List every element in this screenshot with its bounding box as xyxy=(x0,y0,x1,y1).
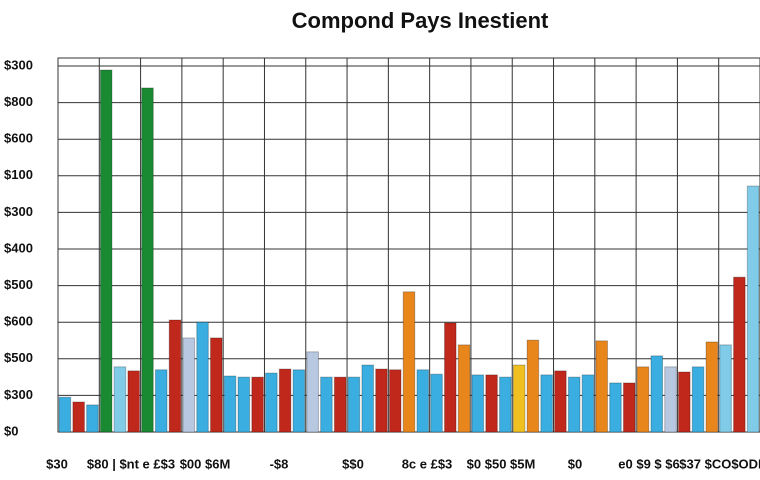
y-tick-label: $400 xyxy=(4,240,33,255)
bar xyxy=(168,319,182,433)
bar xyxy=(182,337,196,433)
y-tick-label: $500 xyxy=(4,350,33,365)
bar xyxy=(650,355,664,433)
bar xyxy=(72,401,85,433)
bar xyxy=(457,344,471,433)
bar xyxy=(416,369,430,433)
bar xyxy=(210,337,223,433)
x-label: $80 | $nt e £$3 xyxy=(87,456,175,471)
bar xyxy=(499,376,512,433)
bar xyxy=(306,351,319,433)
bar xyxy=(719,344,732,433)
bar xyxy=(402,291,416,433)
bar xyxy=(705,341,719,433)
bar xyxy=(444,322,457,433)
bar xyxy=(471,374,485,433)
bar xyxy=(251,376,264,433)
bar xyxy=(664,366,677,433)
bar xyxy=(320,376,333,433)
bar xyxy=(485,374,498,433)
y-tick-label: $500 xyxy=(4,277,33,292)
bar xyxy=(678,371,691,433)
bar xyxy=(127,370,140,433)
x-label: $00 $6M xyxy=(180,456,231,471)
y-tick-label: $300 xyxy=(4,57,33,72)
bar xyxy=(278,368,292,433)
bar xyxy=(154,369,168,433)
bar xyxy=(733,276,746,433)
bar xyxy=(292,369,306,433)
x-label: e0 $9 $ $6 xyxy=(618,456,679,471)
x-label: $37 $CO$ODE xyxy=(679,456,760,471)
bar xyxy=(622,382,636,433)
bar xyxy=(746,185,760,433)
bar xyxy=(347,376,361,433)
bar xyxy=(554,370,567,433)
y-tick-label: $600 xyxy=(4,314,33,329)
x-label: $$0 xyxy=(342,456,364,471)
x-label: -$8 xyxy=(270,456,289,471)
y-tick-label: $0 xyxy=(4,423,18,438)
bar xyxy=(223,375,237,433)
y-tick-label: $100 xyxy=(4,167,33,182)
bar xyxy=(86,404,99,433)
y-tick-label: $300 xyxy=(4,387,33,402)
chart-title: Compond Pays Inestient xyxy=(292,8,549,33)
y-tick-label: $600 xyxy=(4,131,33,146)
bar xyxy=(375,368,388,433)
bar xyxy=(388,369,402,433)
x-label: $30 xyxy=(46,456,68,471)
bar xyxy=(237,376,251,433)
bar xyxy=(361,364,374,433)
x-label: $0 xyxy=(568,456,582,471)
bar xyxy=(265,372,278,433)
bar xyxy=(540,374,553,433)
y-tick-label: $300 xyxy=(4,204,33,219)
bar xyxy=(609,382,622,433)
bar xyxy=(113,366,127,433)
bar xyxy=(58,396,72,433)
bar xyxy=(430,373,443,433)
x-label: $0 $50 $5M xyxy=(467,456,536,471)
bar xyxy=(333,376,347,433)
bar xyxy=(512,364,526,433)
y-tick-label: $800 xyxy=(4,94,33,109)
bar xyxy=(567,376,581,433)
bar xyxy=(526,339,540,433)
x-label: 8c e £$3 xyxy=(402,456,453,471)
bar xyxy=(636,366,650,433)
bar xyxy=(595,340,608,433)
bar xyxy=(141,87,154,433)
bar xyxy=(196,321,209,433)
bar xyxy=(99,69,113,433)
bar xyxy=(691,366,705,433)
bar xyxy=(581,374,595,433)
